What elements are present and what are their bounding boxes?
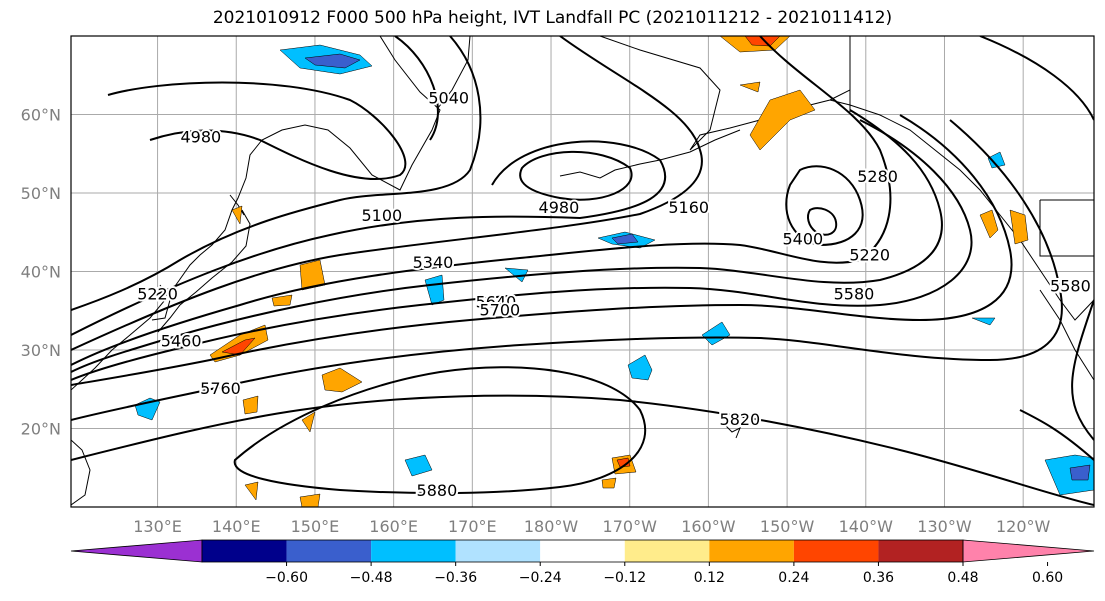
colorbar-segment bbox=[878, 540, 963, 562]
lon-tick-label: 160°E bbox=[369, 517, 418, 536]
contour-labels: 4980 5040 4980 5100 5160 5280 5400 5220 5340 5220… bbox=[135, 86, 1093, 501]
contour-label: 5460 bbox=[161, 332, 202, 351]
contour-label: 5100 bbox=[361, 206, 402, 225]
colorbar-segment bbox=[286, 540, 372, 562]
contour-label: 5820 bbox=[720, 410, 761, 429]
contour-label: 4980 bbox=[539, 198, 580, 217]
lat-tick-label: 20°N bbox=[21, 420, 61, 439]
ivt-shading bbox=[134, 36, 1094, 507]
lat-tick-label: 30°N bbox=[21, 341, 61, 360]
lon-tick-label: 150°W bbox=[760, 517, 815, 536]
map-frame bbox=[70, 35, 1095, 508]
colorbar-tick-label: −0.60 bbox=[265, 570, 308, 586]
lon-tick-label: 140°W bbox=[839, 517, 894, 536]
colorbar-segment bbox=[371, 540, 456, 562]
contour-label: 4980 bbox=[180, 128, 221, 147]
lon-tick-label: 170°W bbox=[603, 517, 658, 536]
contour-label: 5400 bbox=[782, 230, 823, 249]
contour-label: 5040 bbox=[428, 88, 469, 107]
colorbar-tick-label: 0.60 bbox=[1032, 570, 1063, 586]
longitude-ticks: 130°E 140°E 150°E 160°E 170°E 180°W 170°W 160°W… bbox=[133, 517, 1050, 536]
colorbar-segment bbox=[455, 540, 541, 562]
colorbar-tick-label: 0.12 bbox=[694, 570, 725, 586]
gridlines bbox=[71, 36, 1094, 507]
contour-label: 5220 bbox=[137, 285, 178, 304]
latitude-ticks: 60°N 50°N 40°N 30°N 20°N bbox=[21, 106, 61, 439]
lon-tick-label: 130°W bbox=[917, 517, 972, 536]
lon-tick-label: 170°E bbox=[448, 517, 497, 536]
lat-tick-label: 60°N bbox=[21, 106, 61, 125]
colorbar-tick-label: −0.36 bbox=[434, 570, 477, 586]
colorbar: −0.60 −0.48 −0.36 −0.24 −0.12 0.12 0.24 0.36 0.4… bbox=[70, 539, 1095, 586]
colorbar-tick-label: 0.48 bbox=[947, 570, 978, 586]
lon-tick-label: 140°E bbox=[212, 517, 261, 536]
contour-label: 5580 bbox=[834, 285, 875, 304]
colorbar-tick-label: −0.24 bbox=[519, 570, 562, 586]
colorbar-segment bbox=[202, 540, 287, 562]
coastlines bbox=[71, 36, 1094, 506]
colorbar-extend-low bbox=[70, 539, 203, 563]
colorbar-extend-high bbox=[962, 539, 1095, 563]
colorbar-segment bbox=[624, 540, 710, 562]
lat-tick-label: 50°N bbox=[21, 184, 61, 203]
colorbar-tick-label: 0.24 bbox=[778, 570, 809, 586]
colorbar-segment bbox=[793, 540, 879, 562]
colorbar-frame bbox=[201, 539, 964, 563]
contour-label: 5160 bbox=[668, 198, 709, 217]
colorbar-tick-label: −0.12 bbox=[603, 570, 646, 586]
contour-label: 5340 bbox=[413, 253, 454, 272]
lon-tick-label: 120°W bbox=[996, 517, 1051, 536]
colorbar-segment bbox=[709, 540, 794, 562]
lon-tick-label: 160°W bbox=[681, 517, 736, 536]
contour-label: 5220 bbox=[849, 245, 890, 264]
lon-tick-label: 180°W bbox=[524, 517, 579, 536]
contour-label: 5640 bbox=[476, 292, 517, 311]
colorbar-tick-label: 0.36 bbox=[863, 570, 894, 586]
contour-label: 5700 bbox=[480, 300, 521, 319]
contour-label: 5580 bbox=[1050, 277, 1091, 296]
height-contours bbox=[71, 36, 1094, 506]
colorbar-segment bbox=[540, 540, 625, 562]
lon-tick-label: 150°E bbox=[291, 517, 340, 536]
contour-label: 5880 bbox=[417, 481, 458, 500]
lat-tick-label: 40°N bbox=[21, 263, 61, 282]
map-title: 2021010912 F000 500 hPa height, IVT Land… bbox=[212, 8, 893, 28]
contour-label: 5280 bbox=[857, 167, 898, 186]
contour-label: 5760 bbox=[200, 379, 241, 398]
lon-tick-label: 130°E bbox=[133, 517, 182, 536]
colorbar-tick-label: −0.48 bbox=[350, 570, 393, 586]
